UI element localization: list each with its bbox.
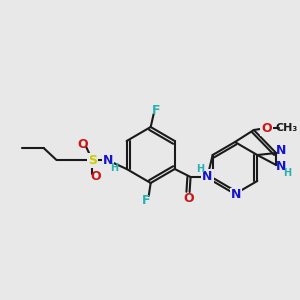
Text: H: H [283, 168, 291, 178]
Text: O: O [261, 122, 272, 134]
Text: O: O [183, 191, 194, 205]
Text: N: N [231, 188, 241, 202]
Text: N: N [276, 143, 286, 157]
Text: F: F [152, 103, 160, 116]
Text: CH₃: CH₃ [275, 123, 298, 133]
Text: N: N [103, 154, 113, 166]
Text: H: H [110, 163, 118, 173]
Text: H: H [196, 164, 205, 174]
Text: O: O [91, 169, 101, 182]
Text: O: O [77, 139, 88, 152]
Text: F: F [142, 194, 150, 208]
Text: N: N [202, 169, 213, 182]
Text: S: S [88, 154, 97, 166]
Text: N: N [276, 160, 286, 172]
